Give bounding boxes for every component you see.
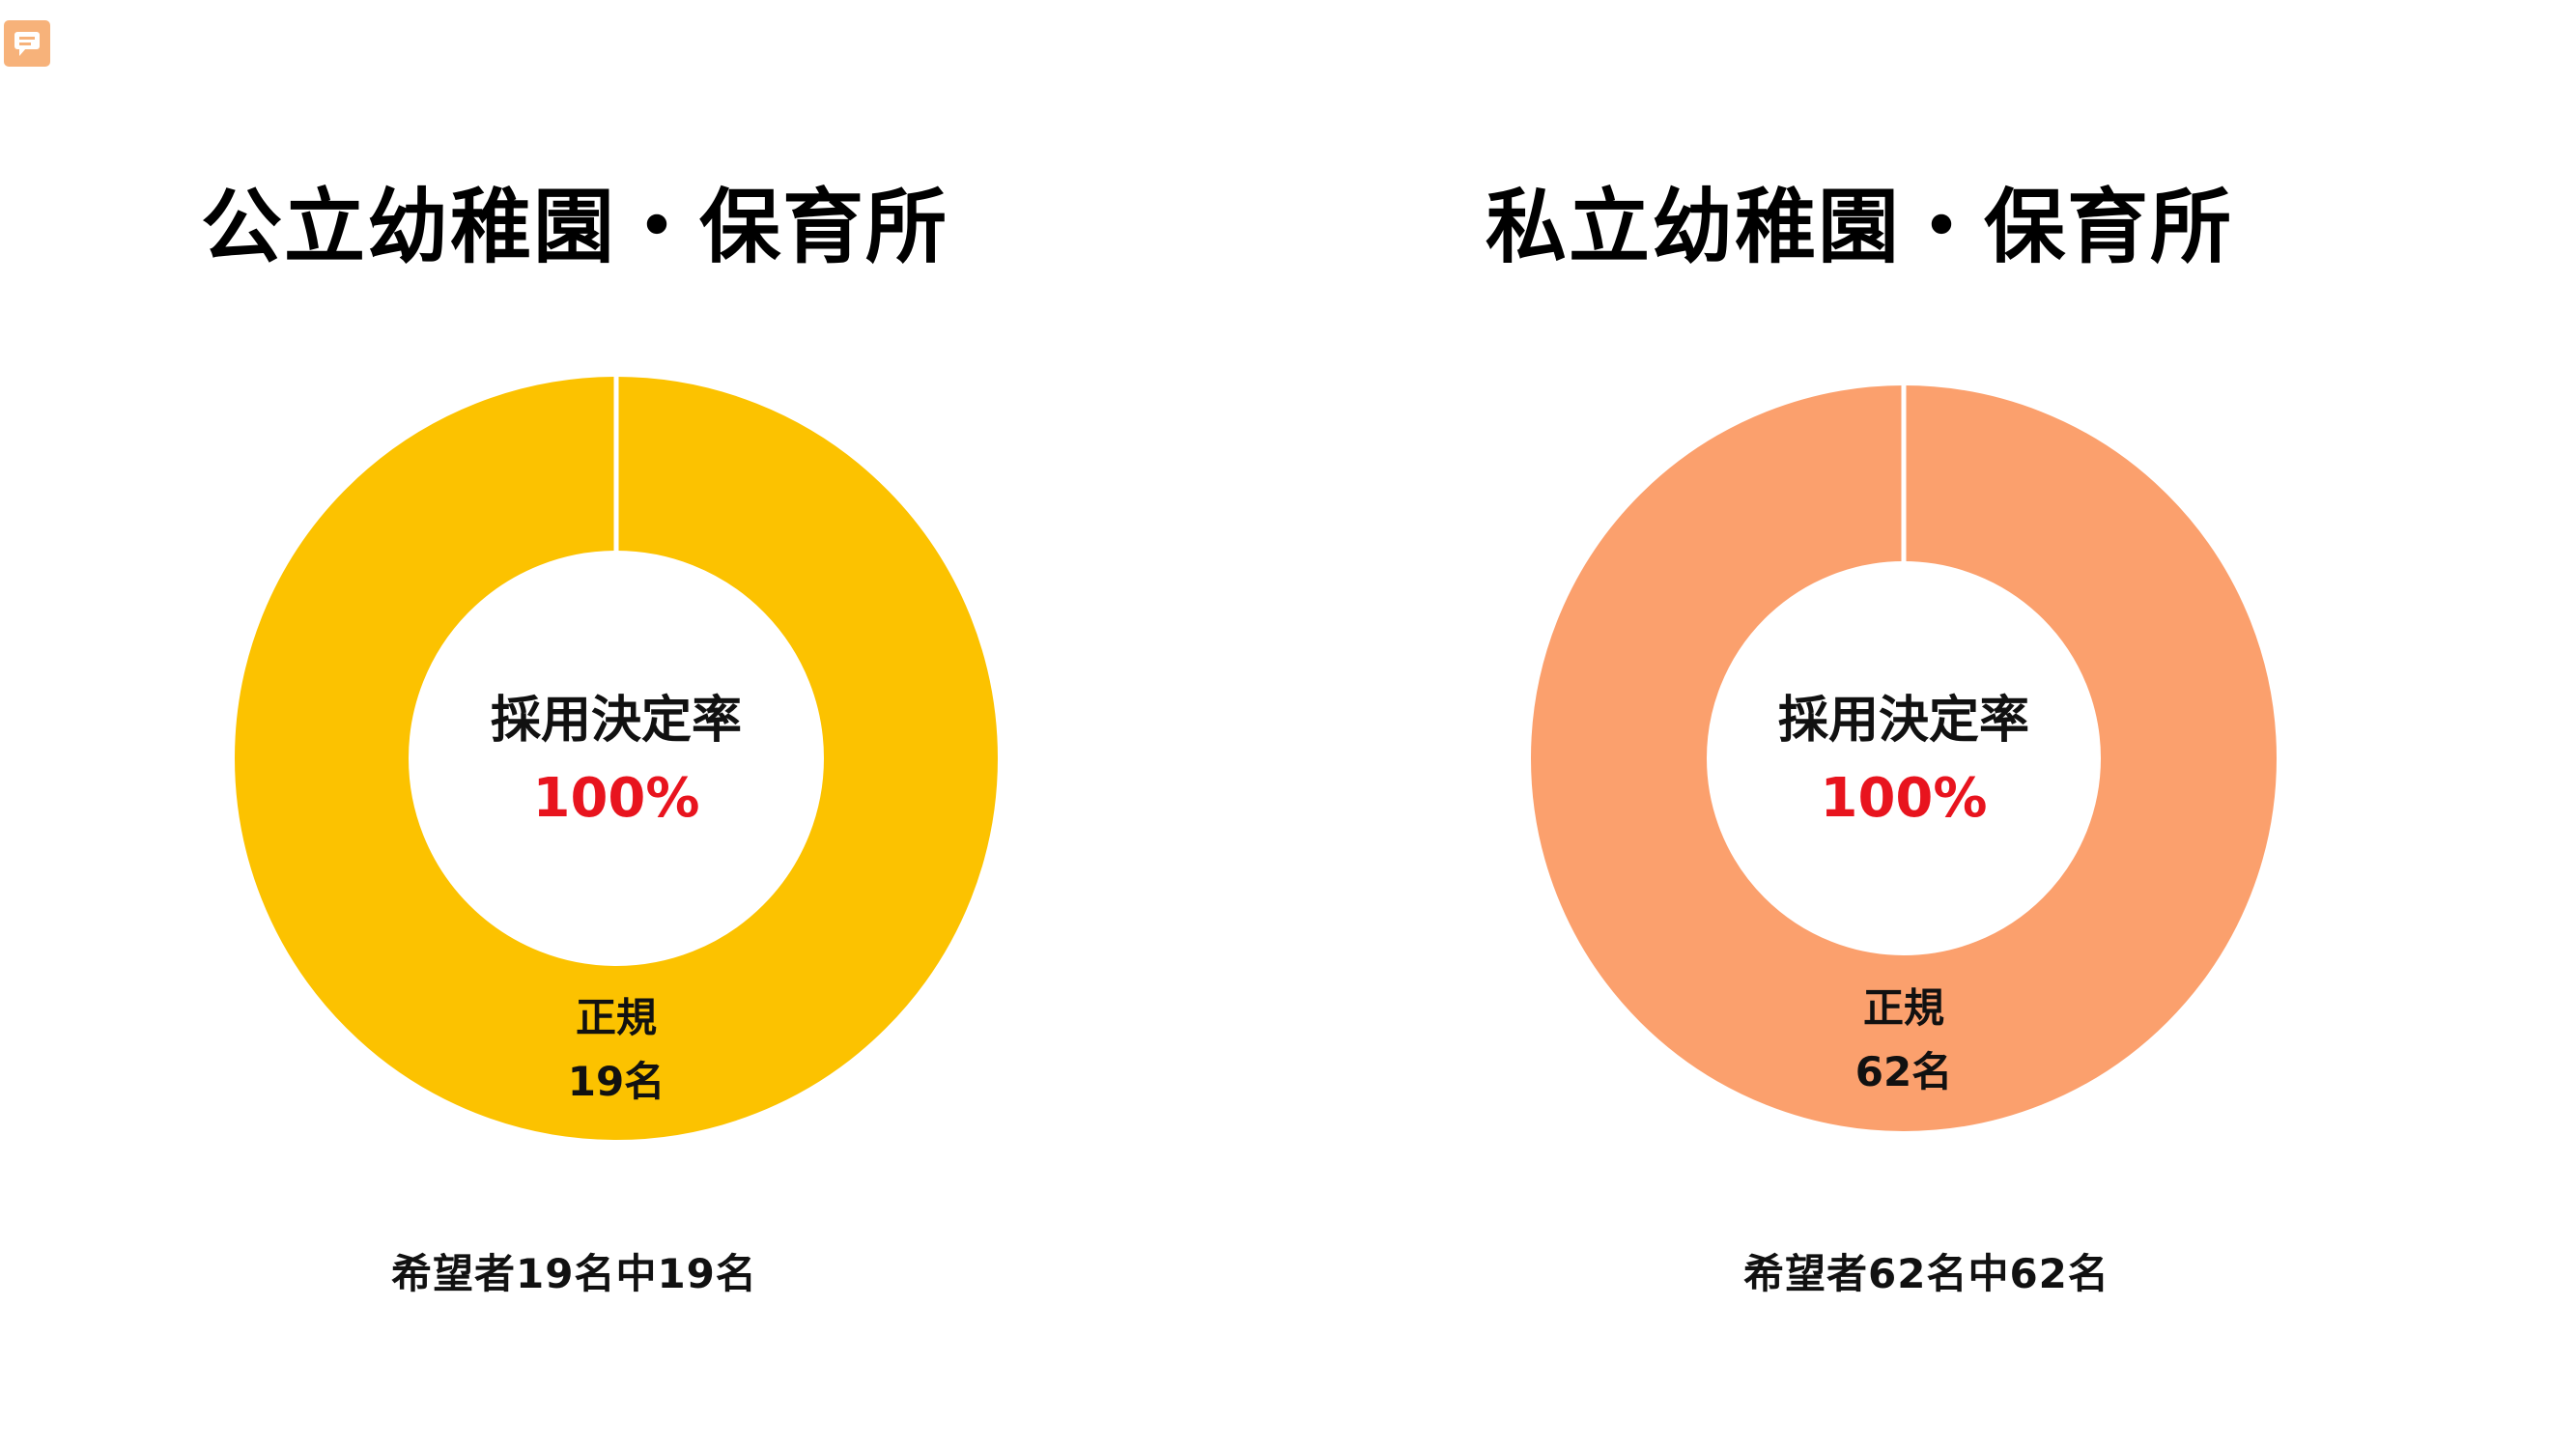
- slice-label-name: 正規: [1863, 984, 1944, 1032]
- slice-label-name: 正規: [576, 994, 657, 1041]
- center-label: 採用決定率: [491, 692, 742, 750]
- donut-chart-private: 採用決定率 100% 正規 62名: [1531, 384, 2277, 1131]
- chart-title: 私立幼稚園・保育所: [1486, 180, 2234, 274]
- public-chart-panel: 公立幼稚園・保育所 採用決定率 100% 正規 19名 希望者19名中19名: [201, 180, 998, 1297]
- donut-chart-public: 採用決定率 100% 正規 19名: [235, 375, 998, 1140]
- chart-footnote: 希望者62名中62名: [1743, 1250, 2109, 1297]
- center-value: 100%: [532, 767, 699, 830]
- slice-label-value: 62名: [1855, 1048, 1952, 1095]
- private-chart-panel: 私立幼稚園・保育所 採用決定率 100% 正規 62名 希望者62名中62名: [1288, 0, 2575, 1449]
- slice-label-value: 19名: [568, 1058, 665, 1105]
- center-label: 採用決定率: [1778, 692, 2029, 750]
- center-value: 100%: [1820, 767, 1987, 830]
- chart-footnote: 希望者19名中19名: [391, 1250, 757, 1297]
- chart-title: 公立幼稚園・保育所: [201, 180, 949, 274]
- comment-icon[interactable]: [4, 20, 50, 67]
